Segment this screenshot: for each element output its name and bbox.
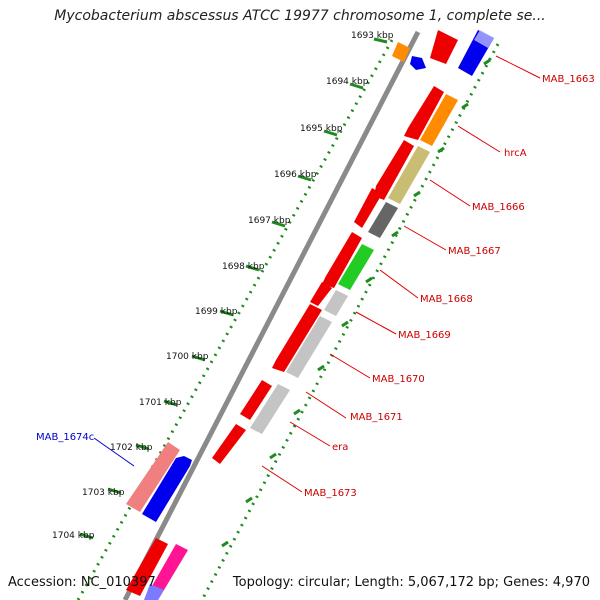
tick-mark: 1702 kbp: [110, 443, 153, 453]
gene-label[interactable]: MAB_1671: [350, 412, 403, 423]
tick-label: 1694 kbp: [326, 77, 369, 87]
gene-feature[interactable]: [354, 188, 382, 228]
label-leader-line-blue: [93, 437, 135, 467]
label-leader-lines: [261, 55, 541, 493]
tick-mark: 1699 kbp: [195, 307, 238, 317]
tick-mark: 1695 kbp: [300, 124, 343, 137]
tick-mark: 1693 kbp: [351, 31, 394, 44]
inner-tick-marks: [221, 58, 491, 548]
gene-label[interactable]: MAB_1667: [448, 246, 501, 257]
tick-label: 1699 kbp: [195, 307, 238, 317]
gene-label[interactable]: MAB_1669: [398, 330, 451, 341]
gene-feature[interactable]: [126, 442, 180, 512]
gene-label[interactable]: MAB_1668: [420, 294, 473, 305]
gene-feature[interactable]: [388, 146, 430, 204]
tick-label: 1703 kbp: [82, 488, 125, 498]
gene-feature[interactable]: [374, 140, 414, 200]
tick-label: 1702 kbp: [110, 443, 153, 453]
gene-feature[interactable]: [126, 538, 168, 596]
tick-label: 1695 kbp: [300, 124, 343, 134]
tick-mark: 1701 kbp: [139, 398, 182, 408]
tick-label: 1704 kbp: [52, 531, 95, 541]
gene-feature[interactable]: [144, 544, 188, 600]
gene-label[interactable]: MAB_1670: [372, 374, 425, 385]
gene-label[interactable]: MAB_1666: [472, 202, 525, 213]
gene-feature[interactable]: [430, 30, 458, 64]
gene-feature[interactable]: [392, 42, 410, 62]
tick-mark: 1694 kbp: [326, 77, 369, 90]
tick-label: 1693 kbp: [351, 31, 394, 41]
tick-mark: 1700 kbp: [166, 352, 209, 362]
gene-feature[interactable]: [144, 584, 164, 600]
gene-label[interactable]: hrcA: [504, 148, 527, 159]
gene-feature[interactable]: [286, 316, 332, 378]
map-title: Mycobacterium abscessus ATCC 19977 chrom…: [54, 8, 546, 24]
gene-feature[interactable]: [250, 384, 290, 434]
chromosome-backbone: [122, 30, 421, 600]
tick-label: 1698 kbp: [222, 262, 265, 272]
tick-mark: 1704 kbp: [52, 531, 95, 541]
tick-label: 1696 kbp: [274, 170, 317, 180]
tick-mark: 1696 kbp: [274, 170, 317, 182]
gene-feature[interactable]: [272, 304, 322, 372]
accession-text: Accession: NC_010397: [8, 575, 156, 590]
tick-mark: 1697 kbp: [248, 216, 291, 228]
tick-mark: 1703 kbp: [82, 487, 125, 498]
gene-feature[interactable]: [458, 30, 494, 76]
outer-tick-track: [76, 39, 394, 600]
gene-label[interactable]: MAB_1673: [304, 488, 357, 499]
inner-tick-track: [200, 43, 500, 600]
tick-label: 1697 kbp: [248, 216, 291, 226]
gene-feature[interactable]: [324, 290, 348, 316]
tick-label: 1700 kbp: [166, 352, 209, 362]
topology-summary: Topology: circular; Length: 5,067,172 bp…: [232, 575, 590, 590]
gene-feature[interactable]: [240, 380, 272, 420]
gene-feature[interactable]: [212, 424, 246, 464]
gene-feature[interactable]: [410, 56, 426, 70]
gene-feature[interactable]: [310, 282, 332, 306]
gene-label[interactable]: era: [332, 442, 348, 453]
tick-label: 1701 kbp: [139, 398, 182, 408]
gene-feature[interactable]: [404, 86, 444, 140]
gene-feature[interactable]: [142, 456, 192, 522]
gene-label[interactable]: MAB_1674c: [36, 432, 94, 443]
gene-feature[interactable]: [338, 244, 374, 290]
gene-feature[interactable]: [322, 232, 362, 288]
gene-feature[interactable]: [420, 94, 458, 146]
tick-mark: 1698 kbp: [222, 262, 265, 272]
gene-feature[interactable]: [368, 202, 398, 238]
gene-label[interactable]: MAB_1663: [542, 74, 595, 85]
